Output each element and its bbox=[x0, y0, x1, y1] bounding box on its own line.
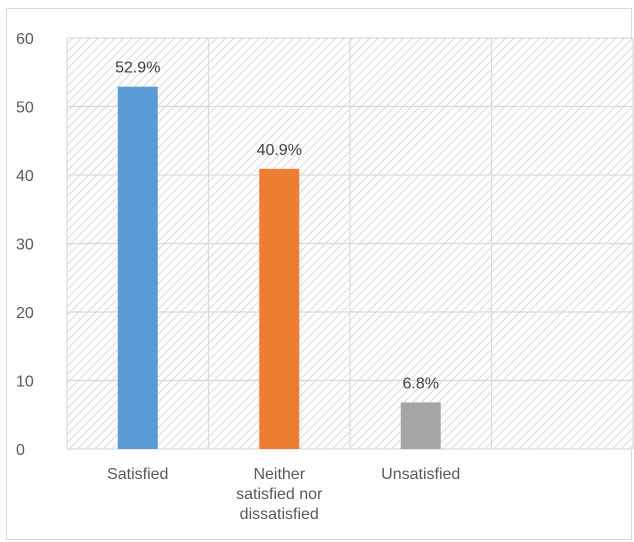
y-tick-label: 10 bbox=[16, 374, 34, 391]
category-label-0: Satisfied bbox=[107, 466, 168, 483]
vertical-gridlines bbox=[66, 38, 634, 449]
data-label-0: 52.9% bbox=[115, 60, 160, 77]
x-axis: Satisfied Neither satisfied nor dissatisfie… bbox=[107, 466, 460, 523]
bar-0 bbox=[117, 86, 158, 449]
bar-1 bbox=[259, 168, 300, 449]
y-tick-label: 50 bbox=[16, 100, 34, 117]
y-tick-label: 60 bbox=[16, 31, 34, 48]
category-label-2: Unsatisfied bbox=[381, 466, 460, 483]
y-axis: 0 10 20 30 40 50 60 bbox=[16, 31, 34, 459]
y-tick-label: 40 bbox=[16, 168, 34, 185]
bar-2 bbox=[400, 402, 441, 449]
data-label-1: 40.9% bbox=[257, 142, 302, 159]
bars bbox=[117, 86, 441, 449]
data-label-2: 6.8% bbox=[403, 375, 439, 392]
data-labels: 52.9% 40.9% 6.8% bbox=[115, 60, 439, 393]
y-tick-label: 0 bbox=[16, 442, 25, 459]
category-label-1: Neither satisfied nor dissatisfied bbox=[236, 466, 323, 523]
y-tick-label: 30 bbox=[16, 237, 34, 254]
y-tick-label: 20 bbox=[16, 305, 34, 322]
